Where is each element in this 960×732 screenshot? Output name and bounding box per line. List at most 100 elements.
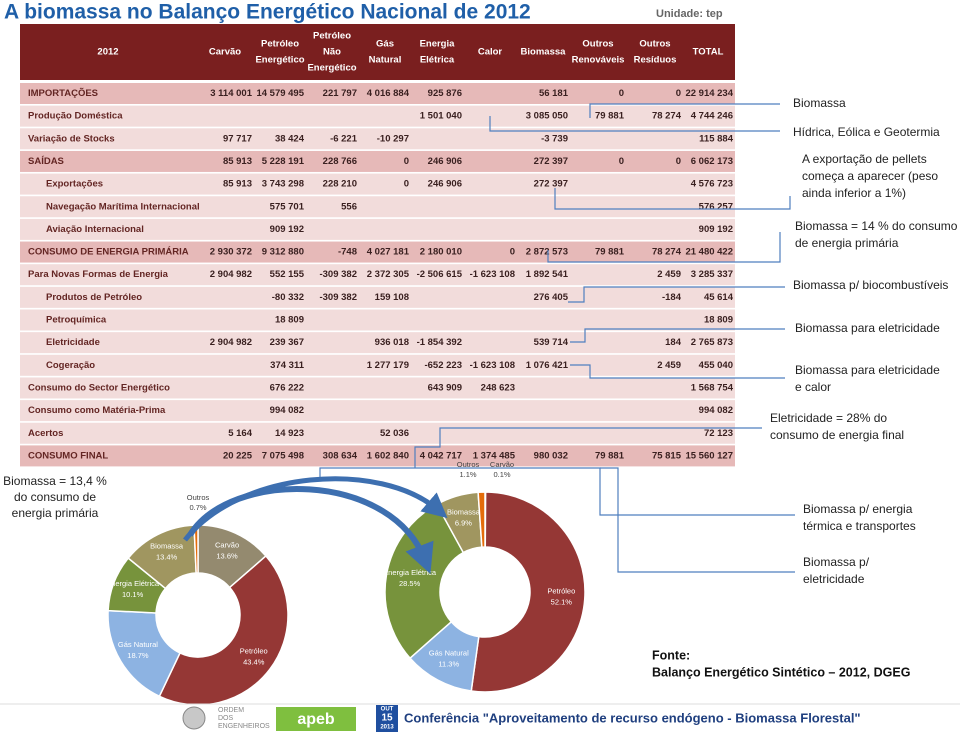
logo-text: ENGENHEIROS	[218, 723, 270, 730]
side-note: Biomassa = 13,4 %	[3, 474, 107, 488]
table-cell: 97 717	[223, 133, 252, 144]
table-cell: 14 579 495	[256, 88, 304, 99]
date-text: 15	[381, 713, 393, 724]
table-cell: -2 506 615	[417, 269, 463, 280]
table-cell: 1 568 754	[691, 382, 734, 393]
row-background	[20, 105, 735, 127]
row-label: Eletricidade	[46, 337, 100, 348]
slice-value: 52.1%	[551, 598, 573, 607]
slice-label: Biomassa	[150, 541, 184, 550]
table-cell: 38 424	[275, 133, 305, 144]
table-cell: 4 576 723	[691, 179, 733, 190]
table-cell: 308 634	[323, 450, 358, 461]
flow-arrow	[183, 476, 448, 542]
logo-text: ORDEM	[218, 707, 244, 714]
title: A biomassa no Balanço Energético Naciona…	[4, 1, 531, 24]
logo-seal	[182, 706, 206, 730]
row-background	[20, 354, 735, 376]
connector	[547, 232, 781, 263]
row-label: Navegação Marítima Internacional	[46, 201, 200, 212]
table-cell: 7 075 498	[262, 450, 304, 461]
table-header	[20, 24, 735, 80]
slice-value: 1.1%	[459, 470, 476, 479]
row-background	[20, 128, 735, 150]
table-cell: 248 623	[481, 382, 515, 393]
table-cell: 22 914 234	[685, 88, 733, 99]
table-cell: -10 297	[377, 133, 409, 144]
table-cell: 0	[676, 88, 681, 99]
row-label: Cogeração	[46, 360, 95, 371]
table-cell: 2 372 305	[367, 269, 410, 280]
table-cell: 539 714	[534, 337, 569, 348]
connector	[554, 188, 791, 210]
slice-label: Energia Elétrica	[383, 568, 437, 577]
slice-value: 13.4%	[156, 552, 178, 561]
source: Balanço Energético Sintético – 2012, DGE…	[652, 665, 910, 679]
row-background	[20, 218, 735, 240]
table-cell: 159 108	[375, 292, 409, 303]
slice-label: Outros	[457, 460, 480, 469]
table-cell: 980 032	[534, 450, 568, 461]
table-cell: 552 155	[270, 269, 305, 280]
table-cell: 4 027 181	[367, 247, 410, 258]
logo-date	[376, 705, 398, 732]
annotation: Biomassa p/ biocombustíveis	[793, 278, 948, 292]
row-background	[20, 196, 735, 218]
connector	[319, 467, 795, 516]
table-cell: 1 501 040	[420, 111, 462, 122]
table-cell: 72 123	[704, 428, 733, 439]
column-header: Energético	[255, 55, 304, 66]
annotation: de energia primária	[795, 236, 899, 250]
table-cell: 52 036	[380, 428, 409, 439]
table-cell: 3 085 050	[526, 111, 568, 122]
table-cell: 3 285 337	[691, 269, 733, 280]
column-header: Não	[323, 47, 341, 58]
table-cell: 18 809	[275, 315, 304, 326]
table-cell: 909 192	[699, 224, 733, 235]
table-cell: 78 274	[652, 247, 682, 258]
table-cell: 6 062 173	[691, 156, 733, 167]
table-cell: 5 228 191	[262, 156, 305, 167]
table-cell: 1 277 179	[367, 360, 409, 371]
table-cell: 374 311	[270, 360, 305, 371]
date-text: 2013	[380, 725, 394, 731]
row-label: Variação de Stocks	[28, 133, 115, 144]
table-cell: 0	[676, 156, 681, 167]
side-note: do consumo de	[14, 490, 96, 504]
table-cell: 925 876	[428, 88, 462, 99]
table-cell: 272 397	[534, 179, 568, 190]
connector	[589, 103, 780, 118]
connector	[600, 467, 795, 573]
table-cell: 1 602 840	[367, 450, 409, 461]
table-cell: 455 040	[699, 360, 733, 371]
table-cell: 994 082	[270, 405, 304, 416]
column-header: Resíduos	[634, 55, 677, 66]
annotations: Biomassa Hídrica, Eólica e Geotermia A exp…	[3, 96, 958, 679]
table-cell: -309 382	[319, 292, 357, 303]
table-cell: 0	[619, 88, 624, 99]
table-cell: 9 312 880	[262, 247, 304, 258]
annotation: Hídrica, Eólica e Geotermia	[793, 125, 940, 139]
date-text: OUT	[381, 707, 394, 713]
slice-label: Gás Natural	[429, 648, 469, 657]
column-header: Petróleo	[313, 31, 351, 42]
table-cell: 4 744 246	[691, 111, 733, 122]
table-cell: 0	[510, 247, 515, 258]
annotation: Biomassa p/ energia	[803, 502, 913, 516]
column-header: 2012	[97, 47, 118, 58]
column-header: Petróleo	[261, 39, 299, 50]
row-label: Produção Doméstica	[28, 111, 123, 122]
slice-label: Petróleo	[547, 587, 575, 596]
table-cell: 994 082	[699, 405, 733, 416]
table-cell: 21 480 422	[685, 247, 733, 258]
table-cell: -184	[662, 292, 682, 303]
annotation: consumo de energia final	[770, 428, 904, 442]
table-cell: -1 854 392	[417, 337, 462, 348]
table-cell: 45 614	[704, 292, 734, 303]
table-cell: 2 872 573	[526, 247, 568, 258]
table-cell: 14 923	[275, 428, 304, 439]
table-cell: 575 701	[270, 201, 305, 212]
table-cell: 276 405	[534, 292, 569, 303]
